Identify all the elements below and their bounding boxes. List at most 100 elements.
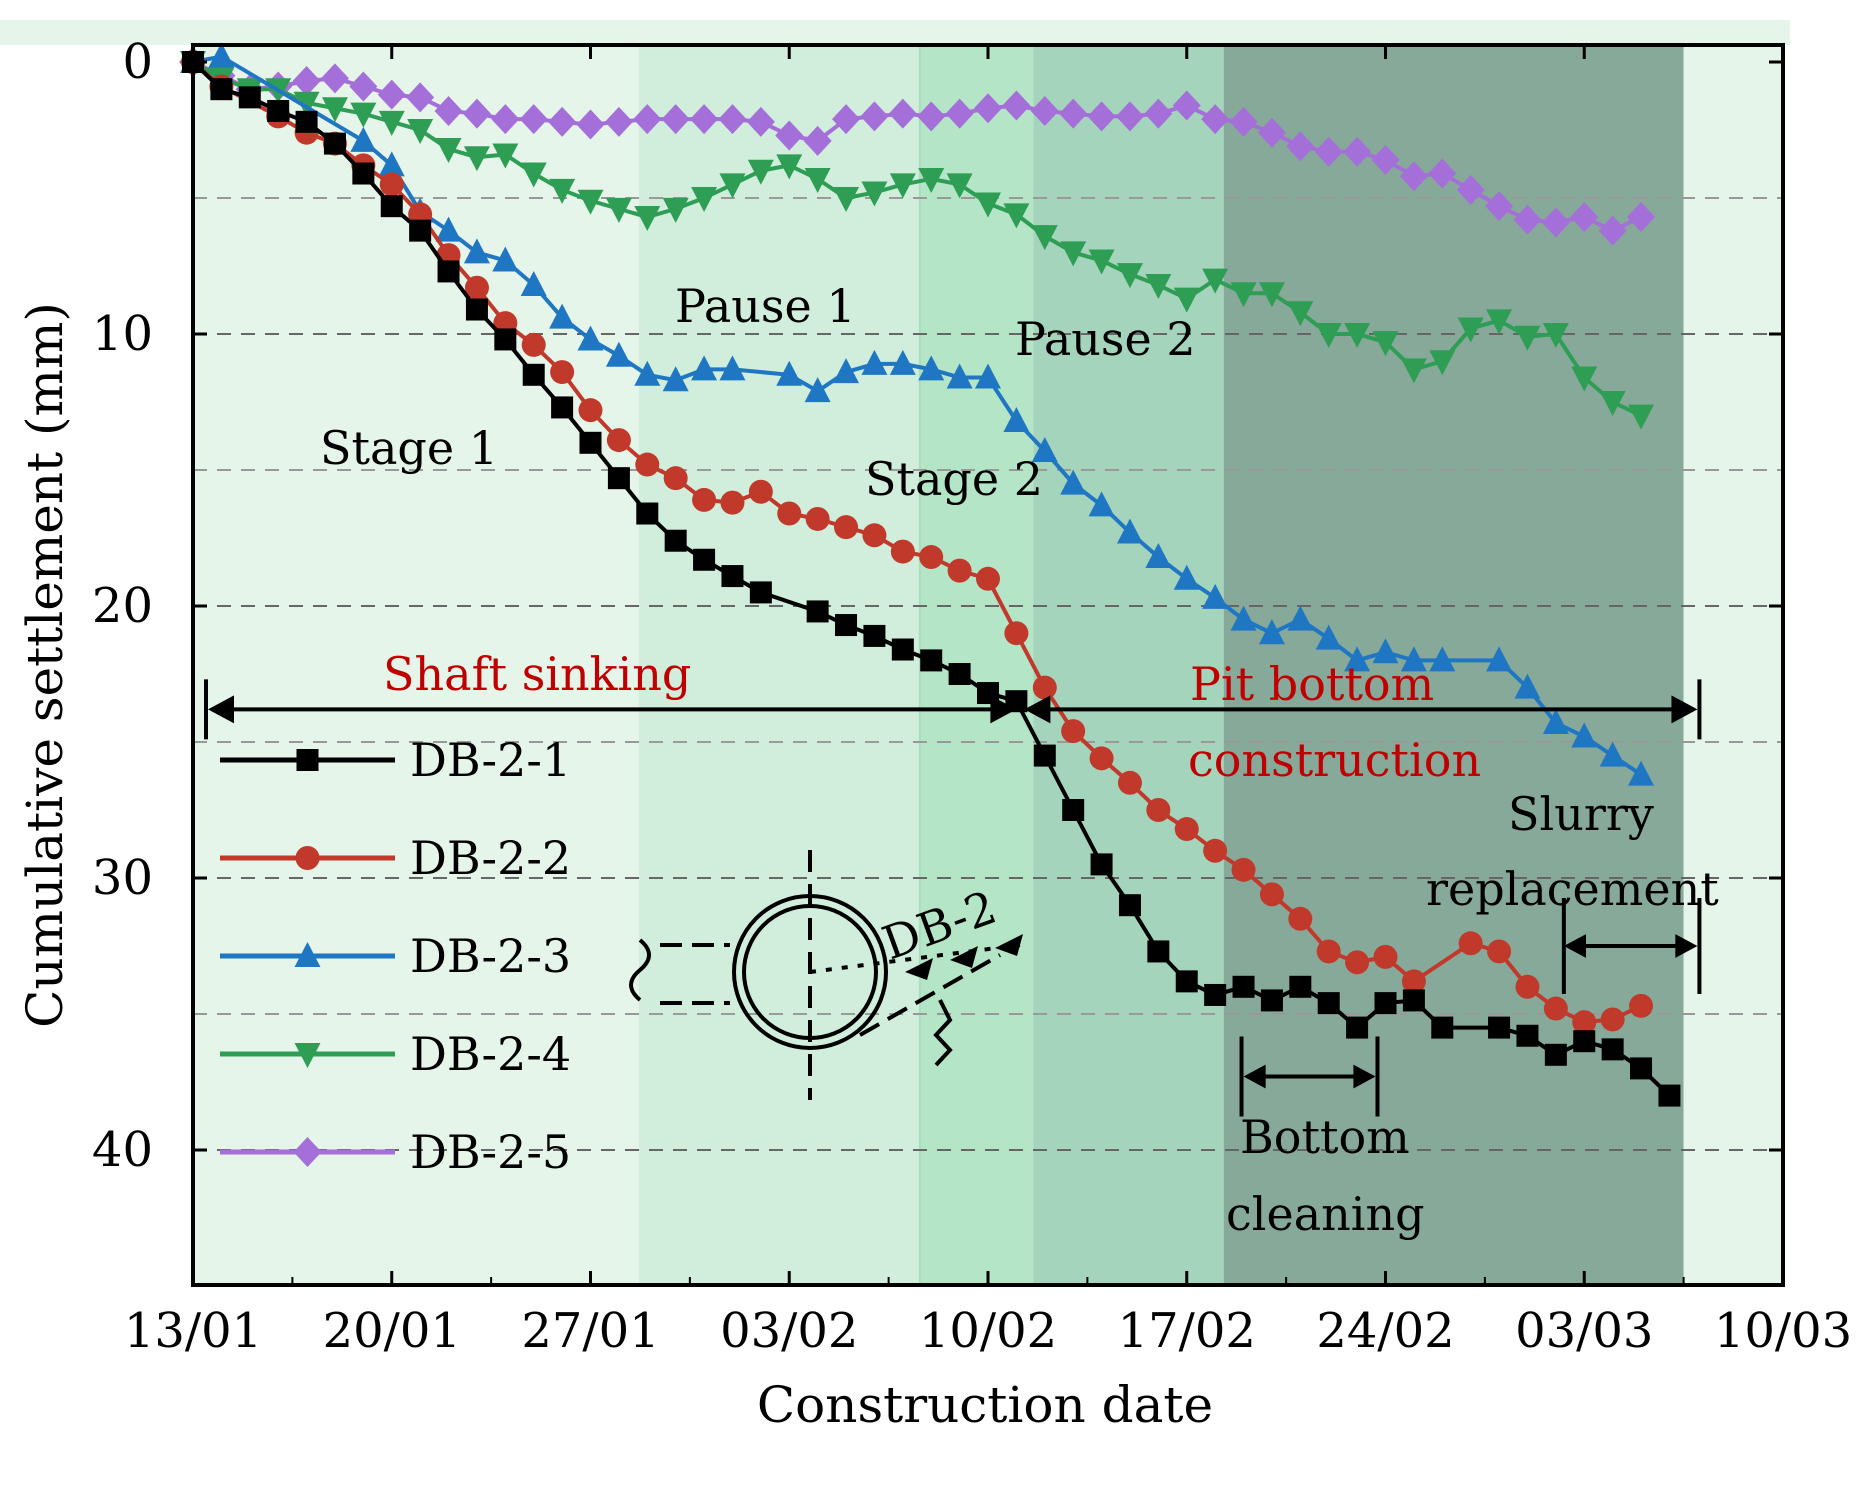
- data-point-DB-2-3: [208, 42, 235, 68]
- data-point-DB-2-4: [1031, 225, 1058, 251]
- legend-label: DB-2-1: [410, 733, 571, 787]
- data-point-DB-2-4: [1344, 323, 1371, 348]
- data-point-DB-2-5: [633, 104, 662, 135]
- data-point-DB-2-2: [1288, 906, 1313, 931]
- data-point-DB-2-2: [464, 275, 489, 300]
- data-point-DB-2-4: [407, 119, 434, 144]
- data-point-DB-2-2: [1316, 939, 1341, 964]
- data-point-DB-2-2: [720, 490, 745, 515]
- gridlines: [193, 197, 1783, 1151]
- data-point-DB-2-2: [1401, 969, 1426, 994]
- data-point-DB-2-4: [1003, 203, 1030, 229]
- data-point-DB-2-1: [1374, 992, 1397, 1015]
- data-point-DB-2-4: [1514, 325, 1541, 351]
- slurry-label-line1: Slurry: [1508, 787, 1654, 841]
- pit-bottom-arrow-head-right: [1671, 695, 1698, 724]
- data-point-DB-2-4: [435, 138, 462, 164]
- data-point-DB-2-3: [1173, 564, 1200, 590]
- x-tick-label: 03/03: [1515, 1303, 1653, 1359]
- data-point-DB-2-2: [1231, 857, 1256, 882]
- data-point-DB-2-4: [1202, 268, 1229, 294]
- data-point-DB-2-3: [918, 355, 945, 381]
- x-tick-label: 24/02: [1316, 1303, 1454, 1359]
- data-point-DB-2-3: [605, 341, 632, 367]
- data-point-DB-2-3: [1344, 646, 1371, 672]
- data-point-DB-2-3: [1116, 518, 1143, 544]
- data-point-DB-2-3: [804, 377, 831, 403]
- data-point-DB-2-5: [1087, 101, 1116, 132]
- data-point-DB-2-2: [1259, 882, 1284, 907]
- data-point-DB-2-5: [1201, 104, 1230, 135]
- x-tick-label: 03/02: [720, 1303, 858, 1359]
- phase-band-5: [1683, 45, 1783, 1285]
- data-point-DB-2-3: [463, 238, 490, 264]
- data-point-DB-2-1: [1090, 853, 1113, 876]
- data-point-DB-2-4: [1429, 350, 1456, 376]
- pit-bottom-arrow-head-left: [1024, 695, 1051, 724]
- data-point-DB-2-4: [577, 189, 604, 215]
- data-point-DB-2-1: [1431, 1016, 1454, 1039]
- data-point-DB-2-1: [1516, 1024, 1539, 1047]
- data-point-DB-2-5: [718, 104, 747, 135]
- data-point-DB-2-1: [863, 624, 886, 647]
- y-axis-title: Cumulative settlement (mm): [16, 302, 74, 1028]
- data-point-DB-2-2: [1146, 798, 1171, 822]
- data-point-DB-2-1: [1317, 992, 1340, 1015]
- data-point-DB-2-2: [834, 515, 859, 540]
- data-point-DB-2-4: [1173, 287, 1200, 313]
- data-point-DB-2-2: [1089, 746, 1114, 771]
- data-point-DB-2-1: [522, 363, 545, 386]
- data-point-DB-2-1: [210, 78, 233, 101]
- x-tick-label: 13/01: [124, 1303, 262, 1359]
- x-tick-label: 10/02: [919, 1303, 1057, 1359]
- data-point-DB-2-3: [350, 126, 377, 152]
- data-point-DB-2-2: [663, 466, 688, 491]
- data-point-DB-2-2: [890, 539, 915, 564]
- data-point-DB-2-5: [1456, 174, 1485, 205]
- data-point-DB-2-2: [1061, 719, 1086, 744]
- data-point-DB-2-3: [435, 216, 462, 242]
- pause-2-label: Pause 2: [1015, 312, 1196, 366]
- legend-item-DB-2-2: DB-2-2: [220, 831, 571, 885]
- data-point-DB-2-5: [746, 106, 775, 137]
- series-layer: [179, 42, 1681, 1107]
- data-point-DB-2-5: [888, 98, 917, 129]
- data-point-DB-2-1: [579, 431, 602, 454]
- data-point-DB-2-5: [1115, 101, 1144, 132]
- legend-label: DB-2-4: [410, 1027, 571, 1081]
- data-point-DB-2-2: [919, 545, 944, 570]
- data-point-DB-2-1: [1204, 983, 1227, 1006]
- data-point-DB-2-1: [664, 529, 687, 552]
- data-point-DB-2-4: [691, 187, 718, 212]
- data-point-DB-2-5: [661, 104, 690, 135]
- bottom-cleaning-arrow-head-left: [1243, 1064, 1266, 1089]
- legend-item-DB-2-3: DB-2-3: [220, 929, 571, 983]
- data-point-DB-2-1: [1175, 970, 1198, 993]
- data-point-DB-2-2: [1032, 675, 1057, 700]
- legend-label: DB-2-5: [410, 1125, 571, 1179]
- bottom-cleaning-label-line2: cleaning: [1226, 1187, 1425, 1241]
- data-point-DB-2-5: [1144, 98, 1173, 129]
- data-point-DB-2-3: [776, 360, 803, 386]
- y-tick-label: 20: [92, 578, 153, 634]
- data-point-DB-2-5: [1002, 90, 1031, 121]
- data-point-DB-2-4: [605, 197, 632, 223]
- data-point-DB-2-1: [920, 649, 943, 672]
- series-line-DB-2-4: [192, 60, 1642, 418]
- legend-marker: [295, 846, 320, 870]
- data-point-DB-2-1: [1062, 799, 1085, 821]
- data-point-DB-2-5: [945, 98, 974, 129]
- data-point-DB-2-5: [576, 109, 605, 140]
- data-point-DB-2-5: [690, 104, 719, 135]
- data-point-DB-2-5: [292, 66, 321, 97]
- data-point-DB-2-3: [833, 358, 860, 384]
- data-point-DB-2-4: [719, 173, 746, 199]
- data-point-DB-2-3: [378, 151, 405, 177]
- bottom-cleaning-arrow: [1243, 1064, 1376, 1089]
- data-point-DB-2-4: [1060, 241, 1087, 267]
- data-point-DB-2-5: [548, 106, 577, 137]
- data-point-DB-2-5: [1286, 131, 1315, 162]
- data-point-DB-2-1: [1346, 1016, 1369, 1039]
- y-tick-label: 10: [92, 306, 153, 362]
